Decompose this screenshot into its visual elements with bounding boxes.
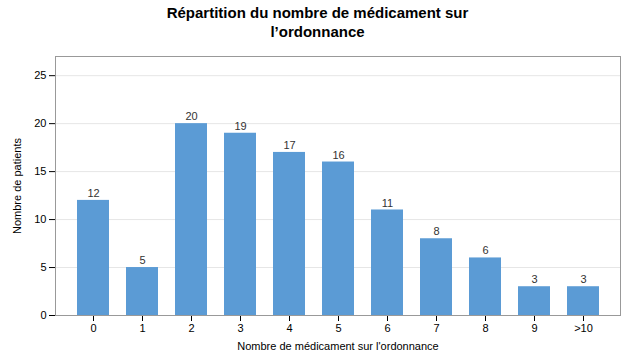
svg-text:0: 0 [40,309,46,321]
svg-text:5: 5 [40,261,46,273]
svg-text:10: 10 [34,213,46,225]
svg-text:5: 5 [139,254,145,266]
svg-text:5: 5 [335,322,341,334]
svg-text:1: 1 [139,322,145,334]
svg-text:11: 11 [382,196,393,208]
svg-text:>10: >10 [574,322,593,334]
svg-text:19: 19 [234,119,246,131]
svg-text:8: 8 [433,225,439,237]
svg-text:7: 7 [433,322,439,334]
svg-text:2: 2 [188,322,194,334]
svg-text:0: 0 [90,322,96,334]
svg-text:8: 8 [482,322,488,334]
svg-text:15: 15 [34,165,46,177]
svg-text:Nombre de médicament sur l'ord: Nombre de médicament sur l'ordonnance [237,339,438,351]
svg-text:3: 3 [237,322,243,334]
svg-text:6: 6 [384,322,390,334]
svg-text:3: 3 [580,273,586,285]
svg-text:4: 4 [286,322,292,334]
svg-text:12: 12 [87,186,99,198]
svg-text:25: 25 [34,69,46,81]
svg-text:9: 9 [531,322,537,334]
svg-text:16: 16 [332,148,344,160]
svg-text:17: 17 [283,138,295,150]
svg-text:Nombre de patients: Nombre de patients [11,137,23,233]
html-text:Répartition du nombre de médic: Répartition du nombre de médicament sur … [166,4,469,40]
svg-text:20: 20 [34,117,46,129]
svg-text:6: 6 [482,244,488,256]
svg-text:3: 3 [531,273,537,285]
svg-text:20: 20 [185,110,197,122]
